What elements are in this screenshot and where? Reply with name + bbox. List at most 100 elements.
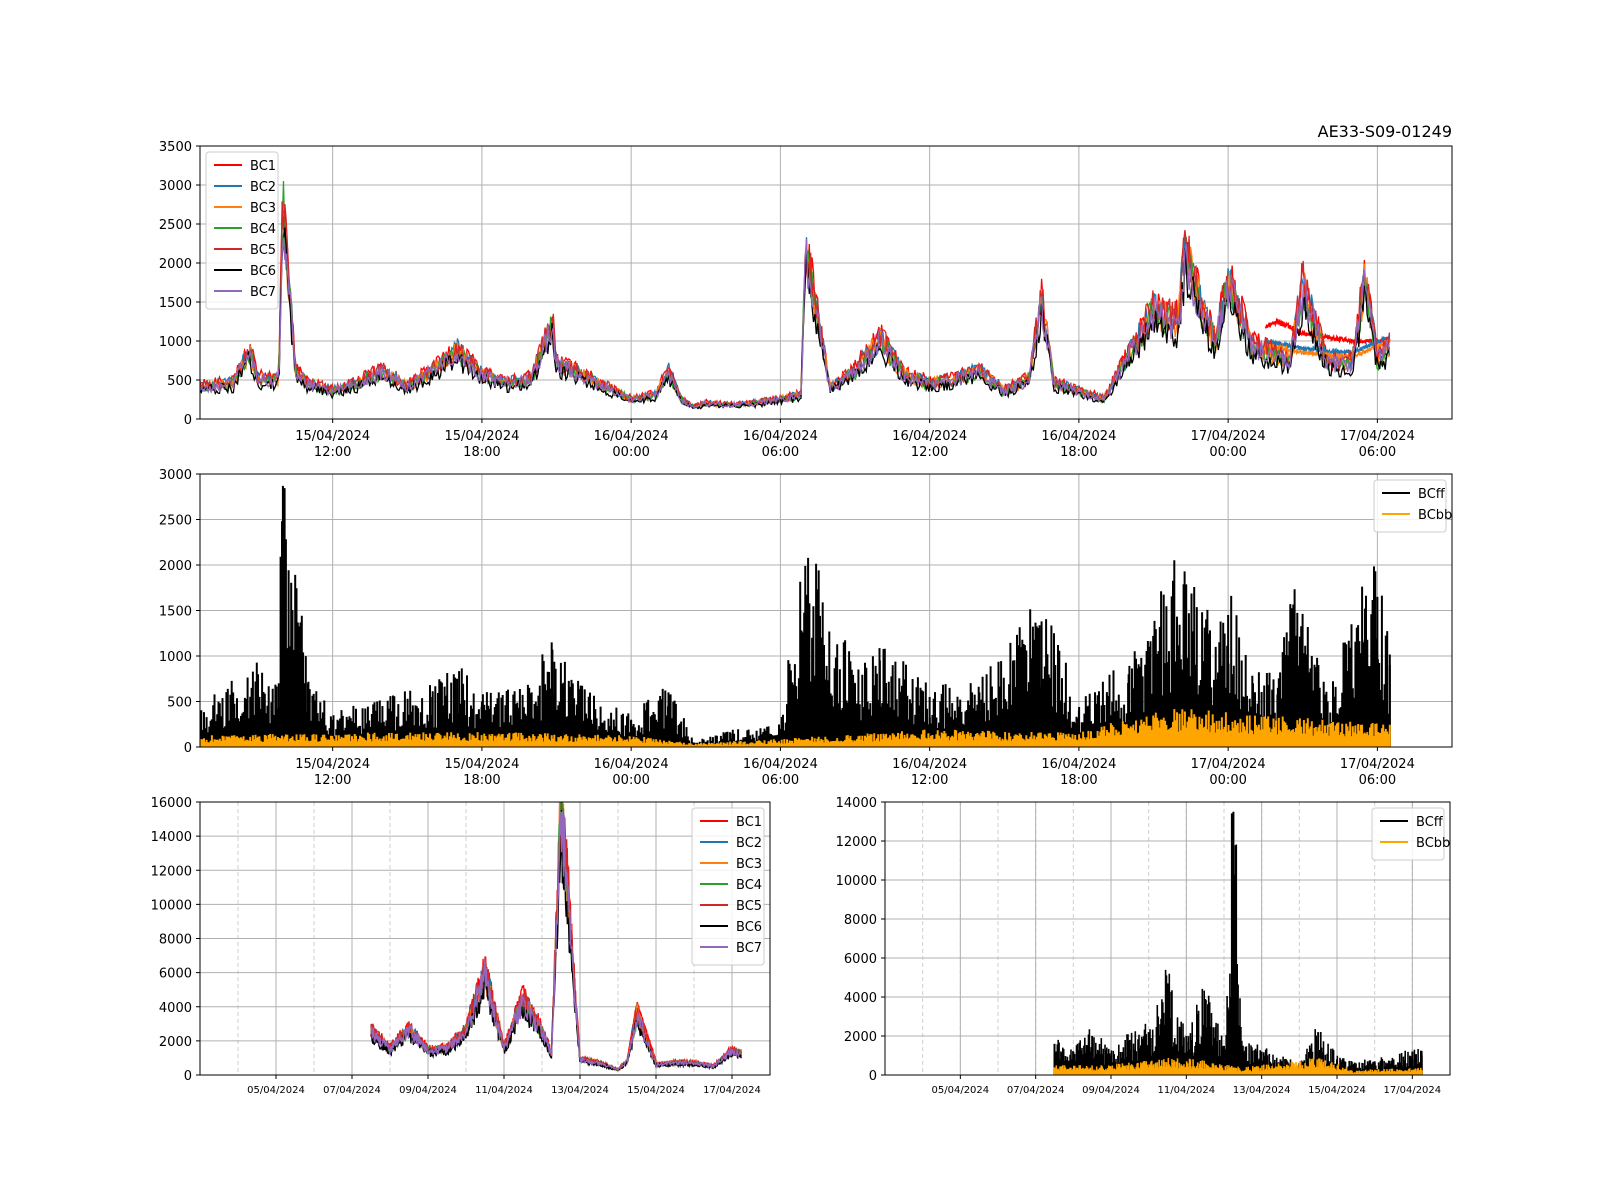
x-tick-label: 05/04/2024 (247, 1085, 305, 1096)
y-tick-label: 3000 (159, 468, 192, 483)
x-tick-label: 12:00 (314, 445, 351, 460)
data-layer (370, 802, 743, 1073)
legend-label-bc4: BC4 (736, 878, 762, 893)
legend-label-bc5: BC5 (250, 243, 276, 258)
series-line-bc7 (200, 237, 1391, 409)
x-tick-label: 15/04/2024 (444, 757, 519, 772)
y-tick-label: 12000 (836, 835, 877, 850)
x-tick-label: 17/04/2024 (1340, 757, 1415, 772)
y-tick-label: 14000 (836, 796, 877, 811)
x-tick-label: 09/04/2024 (399, 1085, 457, 1096)
series-area-bcff (200, 488, 1391, 747)
x-tick-label: 12:00 (911, 773, 948, 788)
y-tick-label: 2000 (159, 559, 192, 574)
axes-frame (884, 801, 1451, 1076)
x-tick-label: 07/04/2024 (323, 1085, 381, 1096)
y-tick-label: 10000 (151, 898, 192, 913)
x-tick-label: 17/04/2024 (703, 1085, 761, 1096)
series-line-bc3-detail (1264, 338, 1391, 361)
x-tick-label: 13/04/2024 (1233, 1085, 1291, 1096)
axes-frame (199, 801, 771, 1076)
x-tick-label: 18:00 (463, 445, 500, 460)
x-tick-label: 16/04/2024 (892, 757, 967, 772)
y-tick-label: 10000 (836, 874, 877, 889)
x-tick-label: 06:00 (762, 773, 799, 788)
x-tick-label: 05/04/2024 (932, 1085, 990, 1096)
y-tick-label: 500 (167, 374, 192, 389)
y-tick-label: 1000 (159, 335, 192, 350)
x-tick-label: 17/04/2024 (1191, 757, 1266, 772)
data-layer (1053, 811, 1423, 1075)
x-tick-label: 16/04/2024 (743, 429, 818, 444)
x-tick-label: 07/04/2024 (1007, 1085, 1065, 1096)
series-area-bcbb (200, 709, 1391, 747)
y-tick-label: 16000 (151, 796, 192, 811)
y-tick-label: 3500 (159, 140, 192, 155)
x-tick-label: 16/04/2024 (594, 429, 669, 444)
x-tick-label: 18:00 (1060, 445, 1097, 460)
x-tick-label: 17/04/2024 (1384, 1085, 1442, 1096)
y-tick-label: 6000 (844, 952, 877, 967)
legend-label-bcbb: BCbb (1418, 508, 1452, 523)
plot-top: 050010001500200025003000350015/04/202412… (159, 140, 1453, 460)
y-tick-label: 3000 (159, 179, 192, 194)
x-tick-label: 00:00 (1209, 445, 1246, 460)
x-tick-label: 16/04/2024 (1041, 757, 1116, 772)
series-area-bcbb (1053, 1058, 1423, 1075)
y-tick-label: 6000 (159, 967, 192, 982)
y-tick-label: 1000 (159, 650, 192, 665)
x-tick-label: 15/04/2024 (627, 1085, 685, 1096)
y-tick-label: 500 (167, 696, 192, 711)
legend-label-bc4: BC4 (250, 222, 276, 237)
legend-label-bc7: BC7 (250, 285, 276, 300)
legend-label-bc6: BC6 (736, 920, 762, 935)
x-tick-label: 15/04/2024 (295, 757, 370, 772)
x-tick-label: 12:00 (314, 773, 351, 788)
y-tick-label: 14000 (151, 830, 192, 845)
x-tick-label: 15/04/2024 (1308, 1085, 1366, 1096)
legend-label-bc5: BC5 (736, 899, 762, 914)
legend-label-bc1: BC1 (250, 159, 276, 174)
x-tick-label: 17/04/2024 (1340, 429, 1415, 444)
y-tick-label: 1500 (159, 296, 192, 311)
y-tick-label: 1500 (159, 605, 192, 620)
axes-frame (199, 473, 1453, 748)
y-tick-label: 2500 (159, 514, 192, 529)
figure-title: AE33-S09-01249 (1318, 122, 1452, 141)
y-tick-label: 0 (184, 413, 192, 428)
series-line-bc1-detail (1264, 317, 1391, 347)
legend-label-bc1: BC1 (736, 815, 762, 830)
x-tick-label: 12:00 (911, 445, 948, 460)
x-tick-label: 16/04/2024 (1041, 429, 1116, 444)
x-tick-label: 16/04/2024 (594, 757, 669, 772)
x-tick-label: 16/04/2024 (743, 757, 818, 772)
x-tick-label: 06:00 (762, 445, 799, 460)
data-layer (200, 485, 1391, 747)
x-tick-label: 16/04/2024 (892, 429, 967, 444)
x-tick-label: 11/04/2024 (475, 1085, 533, 1096)
legend-label-bc2: BC2 (736, 836, 762, 851)
y-tick-label: 12000 (151, 864, 192, 879)
x-tick-label: 09/04/2024 (1082, 1085, 1140, 1096)
y-tick-label: 0 (184, 741, 192, 756)
legend-label-bc3: BC3 (250, 201, 276, 216)
y-tick-label: 2000 (159, 257, 192, 272)
data-layer (200, 180, 1391, 410)
legend-label-bc2: BC2 (250, 180, 276, 195)
legend-label-bcff: BCff (1418, 487, 1446, 502)
x-tick-label: 00:00 (1209, 773, 1246, 788)
legend-label-bcff: BCff (1416, 815, 1444, 830)
plot-middle: 05001000150020002500300015/04/202412:001… (159, 468, 1453, 788)
y-tick-label: 2500 (159, 218, 192, 233)
plot-bottom-right: 0 2000 4000 6000 8000 10000 12000 14000 05/04/20… (836, 796, 1451, 1096)
y-tick-label: 2000 (159, 1035, 192, 1050)
x-tick-label: 15/04/2024 (295, 429, 370, 444)
legend-label-bc6: BC6 (250, 264, 276, 279)
x-tick-label: 00:00 (612, 445, 649, 460)
legend-label-bcbb: BCbb (1416, 836, 1450, 851)
series-line-bc7 (370, 811, 743, 1073)
axes-frame (199, 145, 1453, 420)
x-tick-label: 00:00 (612, 773, 649, 788)
y-tick-label: 2000 (844, 1030, 877, 1045)
